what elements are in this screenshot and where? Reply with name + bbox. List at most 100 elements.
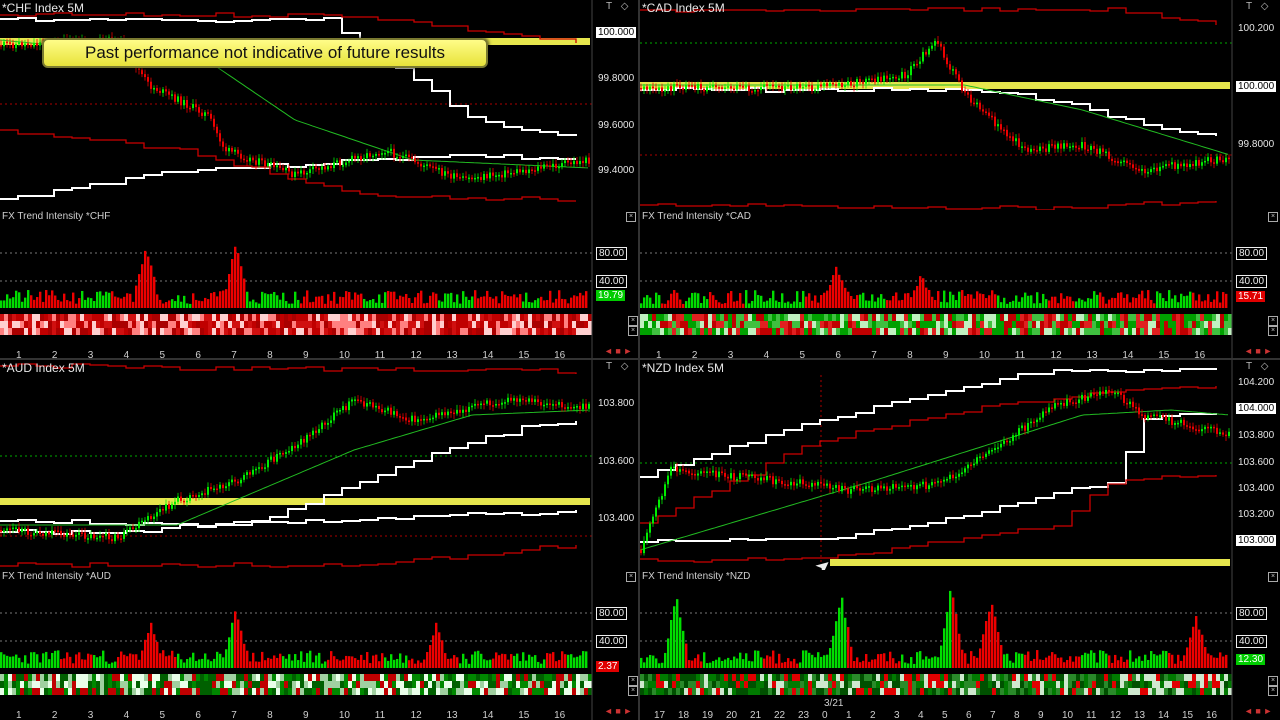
x-axis-label: 13 [446,350,458,358]
nzd-chart-controls[interactable]: T ◇ [1246,361,1272,372]
aud-level-80: 80.00 [596,607,628,620]
nzd-indicator-value: 12.30 [1236,654,1266,665]
close-icon[interactable]: × [628,676,638,686]
nav-arrows-icon[interactable]: ◄ ■ ► [1244,346,1273,356]
vertical-separator[interactable] [638,0,640,720]
x-axis-label: 12 [410,710,422,720]
aud-chart-controls[interactable]: T ◇ [606,361,632,372]
x-axis-label: 2 [870,710,876,720]
chf-price-pane[interactable]: *CHF Index 5M T ◇ 100.000 99.8000 99.600… [0,0,638,210]
nzd-indicator-pane[interactable]: FX Trend Intensity *NZD × 80.00 40.00 12… [640,570,1280,720]
aud-indicator-pane[interactable]: FX Trend Intensity *AUD × 80.00 40.00 2.… [0,570,638,720]
chf-indicator-pane[interactable]: FX Trend Intensity *CHF × 80.00 40.00 19… [0,210,638,358]
x-axis-label: 16 [554,710,566,720]
close-icon[interactable]: × [626,212,636,222]
x-axis-label: 4 [123,350,130,358]
aud-level-40: 40.00 [596,635,628,648]
nzd-price-label: 104.200 [1238,377,1275,388]
close-icon[interactable]: × [1268,212,1278,222]
disclaimer-banner: Past performance not indicative of futur… [42,38,488,68]
cad-price-label: 100.200 [1238,23,1275,34]
x-axis-label: 18 [678,710,690,720]
cad-chart-title: *CAD Index 5M [642,1,725,15]
chf-price-label: 99.4000 [598,165,635,176]
cad-level-40: 40.00 [1236,275,1268,288]
x-axis-label: 22 [774,710,786,720]
x-axis-label: 1 [846,710,852,720]
nav-arrows-icon[interactable]: ◄ ■ ► [1244,706,1273,716]
x-axis-label: 14 [1122,350,1134,358]
x-axis-label: 3 [894,710,900,720]
nzd-date-label: 3/21 [824,698,844,709]
close-icon[interactable]: × [1268,316,1278,326]
x-axis-label: 8 [1014,710,1020,720]
aud-price-chart [0,360,593,570]
x-axis-label: 10 [338,710,350,720]
cad-level-80: 80.00 [1236,247,1268,260]
x-axis-label: 1 [16,350,22,358]
horizontal-separator[interactable] [0,358,1280,360]
nzd-chart-title: *NZD Index 5M [642,361,725,375]
x-axis-label: 6 [835,350,841,358]
cad-price-pane[interactable]: *CAD Index 5M T ◇ 100.200 100.000 99.800… [640,0,1280,210]
x-axis-label: 7 [871,350,877,358]
close-icon[interactable]: × [628,686,638,696]
cad-chart-controls[interactable]: T ◇ [1246,1,1272,12]
x-axis-label: 9 [303,710,309,720]
x-axis-label: 6 [966,710,972,720]
x-axis-label: 21 [750,710,762,720]
x-axis-label: 5 [159,350,166,358]
x-axis-label: 0 [822,710,828,720]
chf-price-label: 99.6000 [598,120,635,131]
x-axis-label: 16 [1206,710,1218,720]
nav-arrows-icon[interactable]: ◄ ■ ► [604,706,633,716]
close-icon[interactable]: × [626,572,636,582]
chf-price-box: 100.000 [596,27,637,38]
x-axis-label: 13 [1134,710,1146,720]
x-axis-label: 7 [231,350,237,358]
aud-price-label: 103.400 [598,513,635,524]
x-axis-label: 12 [1110,710,1122,720]
x-axis-label: 23 [798,710,810,720]
x-axis-label: 11 [374,710,386,720]
x-axis-label: 3 [727,350,734,358]
nzd-indicator-title: FX Trend Intensity *NZD [642,571,751,582]
aud-price-pane[interactable]: *AUD Index 5M T ◇ 103.800 103.600 103.40… [0,360,638,570]
x-axis-label: 17 [654,710,666,720]
x-axis-label: 16 [554,350,566,358]
close-icon[interactable]: × [1268,326,1278,336]
aud-price-label: 103.600 [598,456,635,467]
x-axis-label: 2 [691,350,698,358]
chf-chart-controls[interactable]: T ◇ [606,1,632,12]
x-axis-label: 1 [656,350,662,358]
close-icon[interactable]: × [628,316,638,326]
nzd-price-label: 103.600 [1238,457,1275,468]
aud-indicator-chart [0,570,593,720]
x-axis-label: 10 [978,350,990,358]
x-axis-label: 14 [482,350,494,358]
x-axis-label: 9 [1038,710,1044,720]
x-axis-label: 6 [195,710,201,720]
close-icon[interactable]: × [628,326,638,336]
nav-arrows-icon[interactable]: ◄ ■ ► [604,346,633,356]
x-axis-label: 11 [1014,350,1026,358]
x-axis-label: 4 [763,350,770,358]
nzd-price-pane[interactable]: *NZD Index 5M T ◇ 104.200 104.000 103.80… [640,360,1280,570]
x-axis-label: 8 [267,710,273,720]
close-icon[interactable]: × [1268,686,1278,696]
close-icon[interactable]: × [1268,676,1278,686]
x-axis-label: 20 [726,710,738,720]
x-axis-label: 5 [799,350,806,358]
close-icon[interactable]: × [1268,572,1278,582]
x-axis-label: 15 [518,350,530,358]
x-axis-label: 8 [267,350,273,358]
x-axis-label: 14 [1158,710,1170,720]
x-axis-label: 4 [918,710,924,720]
cad-indicator-pane[interactable]: FX Trend Intensity *CAD × 80.00 40.00 15… [640,210,1280,358]
x-axis-label: 4 [123,710,130,720]
chf-chart-title: *CHF Index 5M [2,1,85,15]
chf-indicator-value: 19.79 [596,290,626,301]
nzd-price-label: 103.200 [1238,509,1275,520]
x-axis-label: 13 [446,710,458,720]
cad-price-box: 100.000 [1236,81,1277,92]
